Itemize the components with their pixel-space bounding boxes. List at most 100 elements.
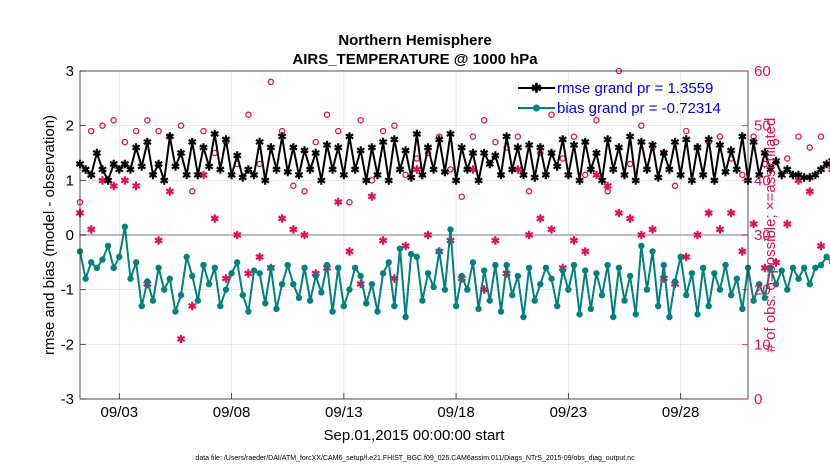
- obs-possible-point: [458, 193, 465, 200]
- bias-point: [363, 300, 370, 307]
- rmse-point: ✱: [401, 145, 410, 157]
- rmse-point: ✱: [670, 137, 679, 149]
- x-tick-label: 09/08: [213, 404, 251, 421]
- rmse-point: ✱: [92, 148, 101, 160]
- bias-point: [610, 313, 617, 321]
- rmse-point: ✱: [760, 148, 769, 160]
- obs-possible-point: [514, 133, 522, 140]
- rmse-point: ✱: [822, 159, 830, 171]
- obs-assimilated-point: ✱: [244, 268, 253, 280]
- bias-point: [312, 272, 319, 280]
- obs-assimilated-point: ✱: [109, 181, 118, 193]
- bias-point: [144, 278, 151, 285]
- obs-possible-point: [671, 182, 679, 190]
- bias-point: [447, 226, 454, 233]
- bias-point: [233, 259, 241, 266]
- rmse-point: ✱: [654, 173, 663, 185]
- y-tick-label-left: -3: [61, 391, 74, 408]
- bias-point: [683, 291, 690, 299]
- rmse-point: ✱: [395, 164, 404, 176]
- rmse-point: ✱: [176, 148, 185, 160]
- rmse-line: [79, 132, 830, 182]
- obs-possible-point: [245, 111, 252, 118]
- rmse-point: ✱: [463, 164, 472, 176]
- bias-point: [469, 259, 477, 266]
- bias-point: [329, 308, 336, 315]
- y-tick-label-right: 40: [754, 172, 771, 189]
- rmse-point: ✱: [800, 173, 809, 185]
- rmse-point: ✱: [665, 164, 674, 176]
- rmse-point: ✱: [614, 143, 623, 155]
- rmse-point: ✱: [648, 140, 657, 152]
- rmse-point: ✱: [204, 162, 213, 174]
- obs-possible-point: [132, 127, 140, 135]
- rmse-point: ✱: [221, 134, 230, 146]
- bias-point: [335, 264, 342, 271]
- bias-point: [104, 242, 112, 250]
- obs-assimilated-point: ✱: [255, 252, 264, 264]
- obs-assimilated-point: ✱: [132, 181, 141, 193]
- rmse-point: ✱: [828, 156, 830, 168]
- obs-possible-point: [357, 116, 364, 124]
- y-axis-left-label: rmse and bias (model - observation): [41, 115, 58, 355]
- rmse-point: ✱: [485, 159, 494, 171]
- obs-possible-point: [312, 138, 320, 146]
- legend-bias-label: bias grand pr = -0.72314: [557, 100, 721, 117]
- obs-possible-point: [301, 188, 308, 195]
- rmse-point: ✱: [480, 148, 489, 160]
- rmse-point: ✱: [687, 175, 696, 187]
- rmse-point: ✱: [609, 164, 618, 176]
- rmse-point: ✱: [244, 164, 253, 176]
- bias-point: [351, 264, 359, 271]
- bias-point: [424, 270, 432, 277]
- bias-point: [565, 286, 572, 293]
- rmse-point: ✱: [783, 164, 792, 176]
- bias-point: [116, 253, 123, 261]
- rmse-point: ✱: [474, 175, 483, 187]
- bias-point: [357, 272, 364, 280]
- chart-title-line-2: AIRS_TEMPERATURE @ 1000 hPa: [292, 51, 538, 68]
- bias-point: [576, 311, 583, 318]
- bias-point: [582, 267, 589, 274]
- y-tick-label-left: 3: [66, 63, 74, 80]
- rmse-point: ✱: [637, 137, 646, 149]
- bias-point: [413, 253, 421, 261]
- rmse-point: ✱: [233, 151, 242, 163]
- rmse-series: ✱✱✱✱✱✱✱✱✱✱✱✱✱✱✱✱✱✱✱✱✱✱✱✱✱✱✱✱✱✱✱✱✱✱✱✱✱✱✱✱…: [75, 129, 830, 187]
- rmse-point: ✱: [429, 164, 438, 176]
- obs-assimilated-point: ✱: [154, 235, 163, 247]
- bias-point: [812, 264, 819, 271]
- obs-assimilated-point: ✱: [210, 214, 219, 226]
- bias-point: [385, 259, 392, 266]
- obs-possible-point: [784, 155, 791, 162]
- rmse-point: ✱: [553, 162, 562, 174]
- rmse-point: ✱: [502, 132, 511, 144]
- obs-possible-point: [200, 127, 207, 135]
- rmse-point: ✱: [536, 143, 545, 155]
- obs-assimilated-point: ✱: [648, 225, 657, 237]
- obs-assimilated-point: ✱: [614, 208, 623, 220]
- bias-point: [166, 275, 174, 282]
- obs-assimilated-point: ✱: [749, 219, 758, 231]
- obs-possible-point: [795, 133, 802, 140]
- obs-possible-point: [391, 122, 398, 129]
- rmse-point: ✱: [732, 164, 741, 176]
- bias-point: [149, 297, 157, 304]
- bias-point: [110, 264, 117, 271]
- rmse-point: ✱: [569, 140, 578, 152]
- y-tick-label-right: 60: [754, 63, 771, 80]
- rmse-point: ✱: [328, 164, 337, 176]
- bias-point: [245, 308, 252, 315]
- bias-point: [626, 272, 634, 280]
- bias-point: [368, 281, 376, 288]
- rmse-point: ✱: [794, 170, 803, 182]
- rmse-point: ✱: [210, 129, 219, 141]
- rmse-point: ✱: [626, 132, 635, 144]
- bias-point: [756, 281, 763, 288]
- obs-assimilated-point: ✱: [715, 225, 724, 237]
- bias-point: [542, 264, 550, 271]
- obs-assimilated-point: ✱: [334, 197, 343, 209]
- rmse-point: ✱: [620, 170, 629, 182]
- bias-point: [727, 291, 735, 299]
- bias-point: [121, 223, 129, 230]
